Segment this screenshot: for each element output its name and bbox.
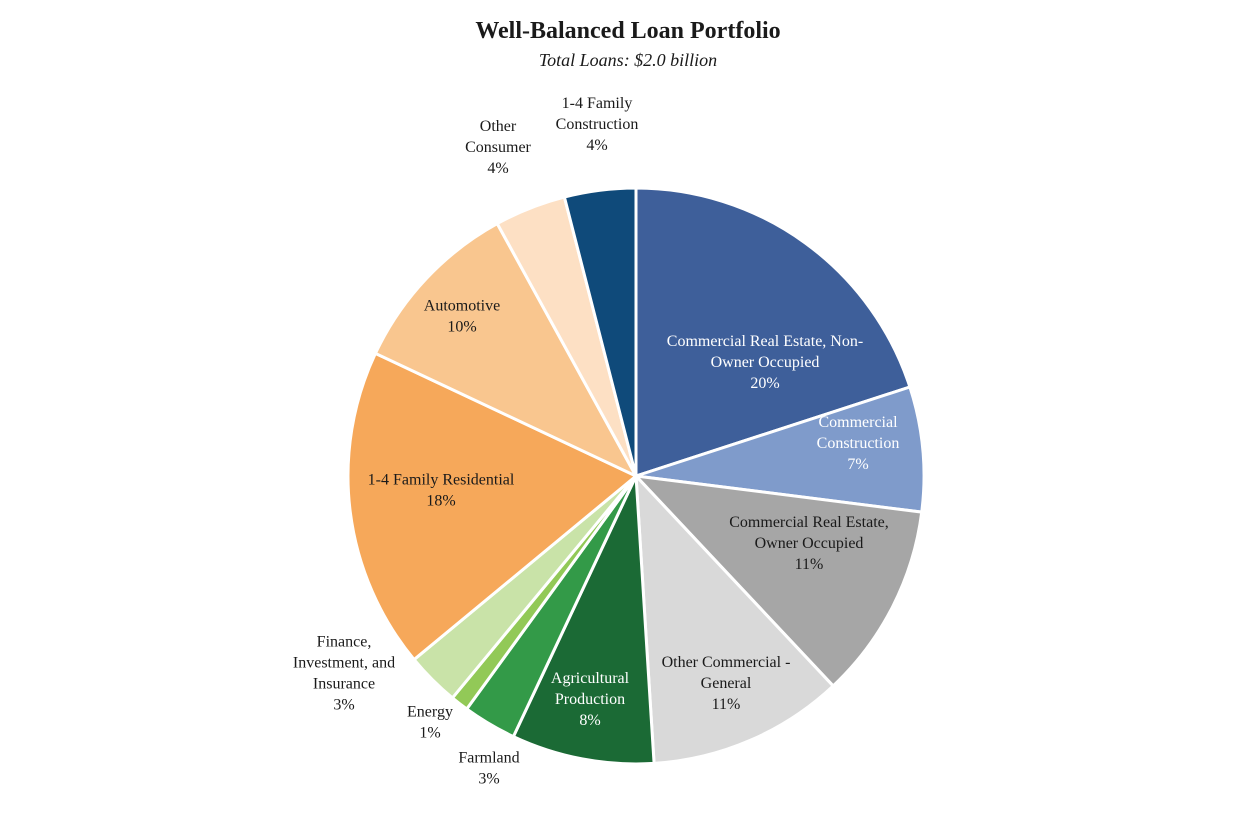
slice-name-line: Energy	[407, 704, 453, 721]
slice-percent: 1%	[419, 725, 440, 742]
slice-percent: 4%	[586, 137, 607, 154]
slice-name-line: Insurance	[313, 676, 375, 693]
slice-label: Agricultural Production 8%	[551, 670, 630, 729]
slice-percent: 8%	[579, 712, 600, 729]
slice-name-line: 1-4 Family	[562, 95, 633, 112]
pie-slice	[634, 471, 836, 766]
pie-slice	[634, 186, 912, 479]
slice-label: Finance, Investment, and Insurance 3%	[293, 634, 395, 714]
pie-slice	[346, 351, 639, 662]
pie-slice	[373, 221, 640, 480]
slice-percent: 11%	[795, 556, 824, 573]
slice-name-line: Production	[555, 691, 625, 708]
slice-label: 1-4 Family Residential 18%	[368, 472, 515, 510]
slice-label: 1-4 Family Construction 4%	[556, 95, 639, 154]
pie-slice	[632, 473, 924, 689]
slice-name-line: Owner Occupied	[711, 354, 820, 371]
pie-slice	[562, 186, 638, 477]
pie-slice	[511, 475, 656, 766]
slice-label: Commercial Real Estate, Owner Occupied 11%	[729, 514, 889, 573]
slice-name-line: Other Commercial -	[662, 654, 791, 671]
slice-name-line: Agricultural	[551, 670, 630, 687]
chart-subtitle: Total Loans: $2.0 billion	[538, 50, 718, 70]
slice-name-line: Owner Occupied	[755, 535, 864, 552]
slice-percent: 10%	[447, 319, 476, 336]
slice-name-line: Farmland	[458, 750, 519, 767]
slice-percent: 7%	[847, 456, 868, 473]
slice-label: Farmland 3%	[458, 750, 519, 788]
chart-title: Well-Balanced Loan Portfolio	[475, 18, 781, 44]
slice-name-line: Automotive	[424, 298, 500, 315]
slice-name-line: Finance,	[317, 634, 372, 651]
slice-label: Automotive 10%	[424, 298, 500, 336]
pie-slice	[635, 385, 926, 514]
slice-name-line: Commercial Real Estate,	[729, 514, 889, 531]
slice-percent: 20%	[750, 375, 779, 392]
slice-label: Other Consumer 4%	[465, 118, 531, 177]
slice-name-line: Commercial Real Estate, Non-	[667, 333, 863, 350]
slice-percent: 11%	[712, 696, 741, 713]
slice-name-line: Investment, and	[293, 655, 395, 672]
slice-name-line: Other	[480, 118, 517, 135]
slice-label: Energy 1%	[407, 704, 453, 742]
slice-name-line: Consumer	[465, 139, 531, 156]
slice-percent: 3%	[478, 771, 499, 788]
slice-percent: 3%	[333, 697, 354, 714]
slice-name-line: Construction	[817, 435, 900, 452]
slice-percent: 18%	[426, 493, 455, 510]
slice-label: Commercial Real Estate, Non- Owner Occupi…	[667, 333, 863, 392]
slice-name-line: Commercial	[818, 414, 898, 431]
slice-percent: 4%	[487, 160, 508, 177]
slice-label: Other Commercial - General 11%	[662, 654, 791, 713]
slice-name-line: 1-4 Family Residential	[368, 472, 515, 489]
slice-name-line: Construction	[556, 116, 639, 133]
slice-name-line: General	[701, 675, 752, 692]
slice-label: Commercial Construction 7%	[817, 414, 900, 473]
